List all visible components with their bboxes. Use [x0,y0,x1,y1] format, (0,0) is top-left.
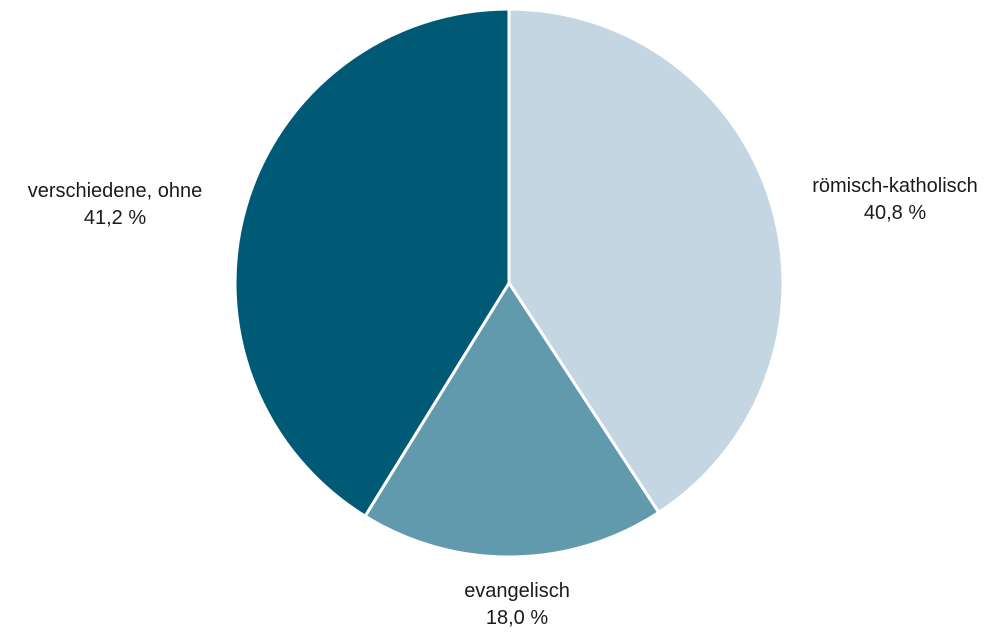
slice-label-0: römisch-katholisch [812,175,978,197]
slice-label-2: verschiedene, ohne [28,180,203,202]
pie-slice-1 [363,281,661,559]
slice-value-label-0: 40,8 % [864,202,926,224]
pie-slices [233,7,785,559]
slice-value-label-1: 18,0 % [486,607,548,627]
slice-label-1: evangelisch [464,580,570,602]
pie-labels: römisch-katholisch 40,8 % evangelisch 18,0 … [28,175,978,629]
slice-value-label-2: 41,2 % [84,207,146,229]
pie-slice-2 [233,7,511,518]
